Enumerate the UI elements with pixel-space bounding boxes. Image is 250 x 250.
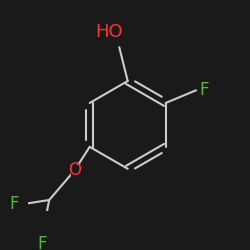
Text: F: F <box>9 195 18 213</box>
Text: F: F <box>38 235 47 250</box>
Text: F: F <box>200 81 209 99</box>
Text: HO: HO <box>95 23 123 41</box>
Text: O: O <box>68 162 81 180</box>
Bar <box>71 165 78 176</box>
Bar <box>10 199 17 210</box>
Bar <box>102 26 116 38</box>
Bar <box>39 238 46 250</box>
Bar <box>201 85 208 96</box>
